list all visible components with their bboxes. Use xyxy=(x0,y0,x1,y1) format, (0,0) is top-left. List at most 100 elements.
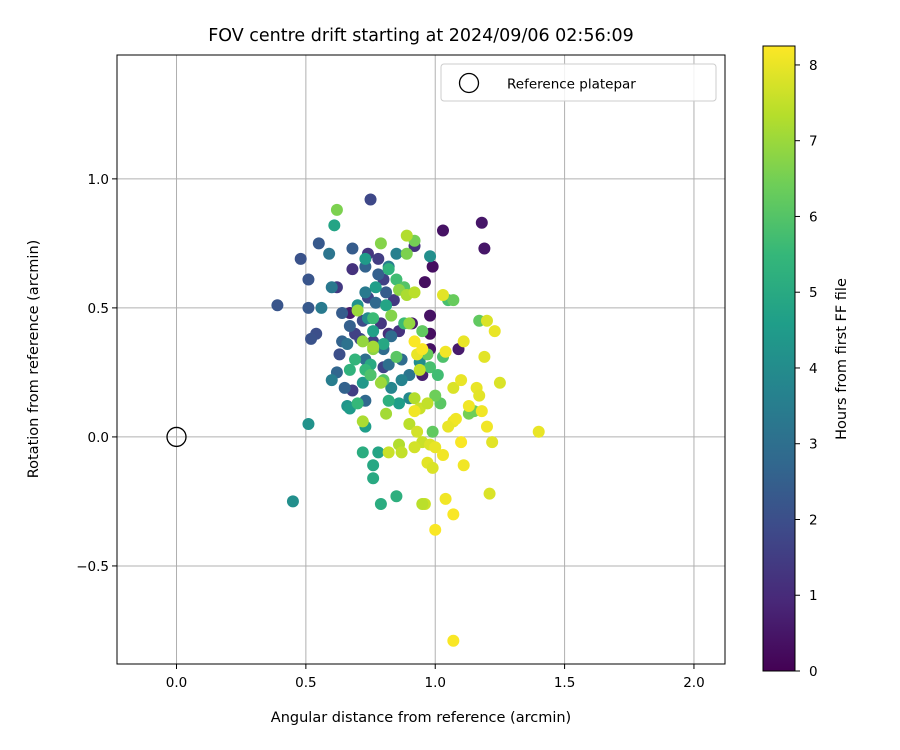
scatter-point xyxy=(455,436,468,449)
colorbar-tick-label: 3 xyxy=(809,437,818,453)
colorbar-axis: 0 1 2 3 4 5 6 7 8 xyxy=(795,58,818,680)
scatter-point xyxy=(424,361,437,374)
scatter-point xyxy=(416,498,429,511)
scatter-point xyxy=(478,350,491,363)
scatter-point xyxy=(436,448,449,461)
scatter-point xyxy=(325,374,338,387)
reference-platepar-marker xyxy=(166,426,187,448)
scatter-point xyxy=(449,412,462,425)
scatter-point xyxy=(418,276,431,289)
scatter-point xyxy=(462,399,475,412)
scatter-point xyxy=(408,392,421,405)
scatter-point xyxy=(372,252,385,265)
scatter-point xyxy=(390,273,403,286)
scatter-point xyxy=(488,325,501,338)
scatter-point xyxy=(447,381,460,394)
colorbar-tick-label: 6 xyxy=(809,209,818,225)
scatter-point xyxy=(369,296,382,309)
scatter-point xyxy=(408,335,421,348)
colorbar-tick-label: 1 xyxy=(809,588,818,604)
x-axis-label: Angular distance from reference (arcmin) xyxy=(271,710,571,726)
scatter-point xyxy=(364,193,377,206)
colorbar-tick-label: 0 xyxy=(809,664,818,680)
y-tick-label: 0.0 xyxy=(88,430,109,446)
scatter-points xyxy=(271,193,545,647)
scatter-point xyxy=(400,247,413,260)
x-tick-label: 0.0 xyxy=(166,675,187,691)
scatter-point xyxy=(330,203,343,216)
scatter-point xyxy=(385,309,398,322)
scatter-point xyxy=(447,634,460,647)
scatter-point xyxy=(374,498,387,511)
scatter-point xyxy=(356,446,369,459)
scatter-point xyxy=(395,374,408,387)
scatter-point xyxy=(426,461,439,474)
scatter-point xyxy=(447,294,460,307)
scatter-point xyxy=(439,492,452,505)
scatter-point xyxy=(429,389,442,402)
colorbar-tick-label: 2 xyxy=(809,512,818,528)
x-tick-label: 2.0 xyxy=(683,675,704,691)
scatter-point xyxy=(413,363,426,376)
scatter-point xyxy=(323,247,336,260)
scatter-point xyxy=(356,376,369,389)
scatter-point xyxy=(493,376,506,389)
scatter-point xyxy=(480,420,493,433)
scatter-point xyxy=(426,260,439,273)
scatter-point xyxy=(385,381,398,394)
scatter-point xyxy=(341,338,354,351)
scatter-point xyxy=(429,441,442,454)
scatter-point xyxy=(455,374,468,387)
scatter-point xyxy=(294,252,307,265)
scatter-point xyxy=(478,242,491,255)
scatter-point xyxy=(312,237,325,250)
scatter-point xyxy=(325,281,338,294)
colorbar-tick-label: 8 xyxy=(809,58,818,74)
scatter-point xyxy=(315,301,328,314)
scatter-point xyxy=(400,229,413,242)
colorbar-tick-label: 7 xyxy=(809,134,818,150)
scatter-point xyxy=(343,363,356,376)
scatter-point xyxy=(436,288,449,301)
scatter-point xyxy=(408,405,421,418)
scatter-point xyxy=(475,405,488,418)
scatter-point xyxy=(367,459,380,472)
scatter-point xyxy=(390,247,403,260)
scatter-point xyxy=(372,446,385,459)
scatter-point xyxy=(403,418,416,431)
scatter-point xyxy=(302,273,315,286)
scatter-point xyxy=(447,508,460,521)
scatter-point xyxy=(328,219,341,232)
scatter-point xyxy=(374,237,387,250)
scatter-point xyxy=(486,436,499,449)
scatter-point xyxy=(411,425,424,438)
scatter-point xyxy=(390,490,403,503)
scatter-point xyxy=(403,317,416,330)
scatter-point xyxy=(346,242,359,255)
scatter-point xyxy=(346,263,359,276)
y-tick-label: 0.5 xyxy=(88,301,109,317)
scatter-point xyxy=(421,397,434,410)
scatter-point xyxy=(416,325,429,338)
scatter-point xyxy=(424,250,437,263)
legend: Reference platepar xyxy=(440,63,717,102)
scatter-point xyxy=(483,487,496,500)
x-tick-label: 0.5 xyxy=(295,675,316,691)
y-axis-label: Rotation from reference (arcmin) xyxy=(26,240,42,479)
plot-frame xyxy=(116,54,726,665)
chart-title: FOV centre drift starting at 2024/09/06 … xyxy=(208,26,634,46)
scatter-point xyxy=(431,368,444,381)
scatter-point xyxy=(393,397,406,410)
scatter-point xyxy=(442,420,455,433)
scatter-point xyxy=(382,446,395,459)
scatter-point xyxy=(480,314,493,327)
scatter-point xyxy=(372,268,385,281)
scatter-point xyxy=(426,425,439,438)
scatter-point xyxy=(408,441,421,454)
y-axis: −0.5 0.0 0.5 1.0 xyxy=(76,172,117,575)
scatter-point xyxy=(457,459,470,472)
scatter-point xyxy=(473,389,486,402)
colorbar-tick-label: 5 xyxy=(809,285,818,301)
